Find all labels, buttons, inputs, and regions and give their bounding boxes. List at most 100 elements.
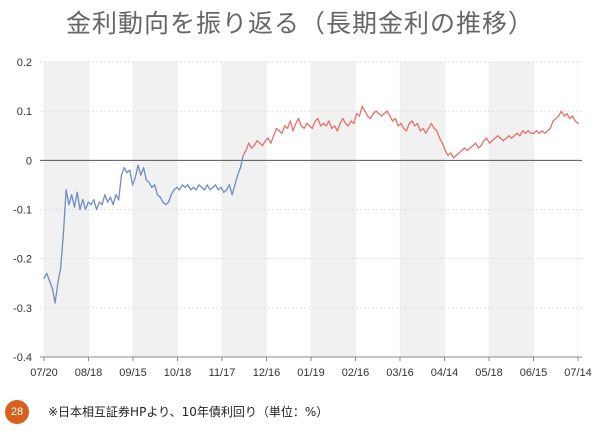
series-segment (48, 280, 53, 289)
series-segment (353, 112, 358, 125)
series-segment (123, 167, 128, 174)
series-segment (93, 199, 98, 211)
series-segment (231, 184, 236, 196)
series-segment (118, 174, 123, 201)
series-segment (292, 122, 297, 132)
series-segment (79, 199, 84, 211)
series-segment (43, 272, 48, 279)
series-segment (131, 176, 136, 186)
series-segment (560, 110, 565, 117)
series-segment (389, 115, 394, 122)
series-segment (90, 199, 95, 206)
series-segment (195, 184, 200, 191)
series-segment (59, 233, 65, 270)
series-segment (369, 112, 374, 120)
x-tick-label: 09/15 (119, 367, 147, 379)
series-segment (411, 120, 416, 127)
series-segment (439, 137, 444, 144)
series-segment (137, 164, 142, 176)
series-segment (450, 152, 455, 159)
series-segment (436, 130, 441, 139)
series-segment (261, 140, 267, 147)
series-segment (62, 189, 67, 235)
series-segment (430, 122, 435, 130)
series-segment (297, 117, 302, 127)
x-tick-label: 03/16 (386, 367, 414, 379)
series-segment (104, 194, 109, 203)
x-tick-label: 05/18 (475, 367, 503, 379)
series-segment (386, 110, 391, 117)
y-tick-label: -0.3 (13, 303, 32, 315)
series-segment (57, 267, 62, 284)
series-segment (342, 117, 347, 125)
series-segment (167, 194, 172, 203)
series-segment (441, 142, 446, 152)
series-segment (303, 122, 308, 130)
series-segment (311, 120, 316, 130)
y-tick-label: -0.2 (13, 254, 32, 266)
series-segment (571, 115, 576, 122)
series-segment (574, 120, 579, 125)
source-footnote: ※日本相互証券HPより、10年債利回り（単位：%） (48, 405, 329, 419)
series-segment (270, 135, 275, 144)
series-segment (405, 122, 410, 132)
series-segment (225, 184, 231, 191)
series-segment (242, 149, 247, 157)
series-segment (234, 174, 239, 186)
series-segment (267, 137, 272, 144)
series-segment (394, 117, 399, 127)
series-segment (203, 184, 208, 191)
y-axis-tick-labels: 0.2 0.1 0 -0.1 -0.2 -0.3 -0.4 (13, 57, 32, 364)
y-tick-label: 0.2 (17, 57, 32, 69)
series-segment (140, 167, 145, 176)
series-segment (286, 120, 291, 130)
series-segment (358, 105, 363, 117)
series-segment (73, 191, 78, 208)
x-tick-label: 06/15 (520, 367, 548, 379)
x-tick-label: 04/14 (431, 367, 459, 379)
series-segment (566, 112, 571, 120)
series-segment (237, 167, 242, 176)
series-segment (347, 120, 352, 127)
x-tick-label: 07/14 (564, 367, 592, 379)
series-segment (214, 184, 219, 191)
series-segment (154, 184, 159, 196)
series-segment (422, 127, 427, 134)
series-segment (245, 142, 250, 152)
series-segment (416, 122, 421, 132)
series-segment (549, 120, 554, 130)
series-segment (272, 127, 278, 137)
series-segment (187, 184, 192, 191)
x-tick-label: 12/16 (253, 367, 281, 379)
series-segment (364, 110, 369, 117)
series-segment (148, 181, 153, 189)
series-segment (112, 194, 117, 206)
series-segment (120, 167, 125, 176)
series-segment (95, 201, 100, 211)
y-tick-label: -0.1 (13, 205, 32, 217)
series-segment (159, 196, 164, 203)
series-segment (142, 167, 148, 181)
series-segment (317, 117, 322, 127)
series-segment (101, 194, 106, 206)
y-tick-label: -0.4 (13, 352, 32, 364)
x-tick-label: 08/18 (75, 367, 103, 379)
series-segment (557, 110, 563, 117)
series-line (43, 105, 579, 304)
background-band (489, 62, 534, 357)
series-segment (68, 194, 73, 206)
series-segment (239, 154, 244, 169)
series-segment (425, 127, 430, 134)
series-segment (248, 142, 253, 149)
x-tick-label: 07/20 (30, 367, 58, 379)
series-segment (71, 194, 76, 208)
series-segment (480, 140, 485, 147)
series-segment (474, 142, 480, 149)
x-tick-label: 11/17 (209, 367, 236, 379)
series-segment (106, 196, 112, 203)
x-tick-label: 02/16 (342, 367, 370, 379)
series-segment (46, 272, 51, 282)
series-segment (444, 149, 449, 157)
series-segment (206, 184, 211, 191)
background-band (133, 62, 178, 357)
